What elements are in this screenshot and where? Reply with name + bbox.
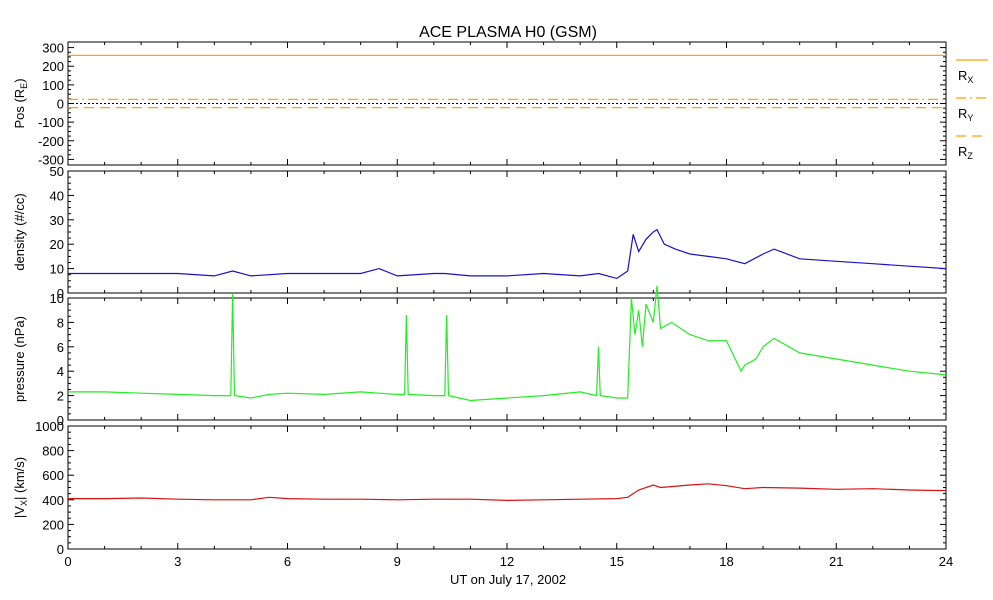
x-tick-label: 12 — [500, 554, 514, 569]
y-label-end: | (km/s) — [12, 457, 27, 500]
y-tick-label: 1000 — [35, 419, 64, 434]
legend-label-subscript: X — [967, 75, 973, 85]
y-axis-label: Pos (RE) — [12, 78, 29, 128]
x-tick-label: 15 — [610, 554, 624, 569]
y-label-text: pressure (nPa) — [12, 316, 27, 402]
y-tick-label: 300 — [42, 41, 64, 56]
y-tick-label: 2 — [57, 389, 64, 404]
y-tick-label: 10 — [50, 262, 64, 277]
series-line-density-0 — [68, 228, 947, 280]
y-tick-label: 30 — [50, 213, 64, 228]
panel-vx: 1000 800 600 400 200 0 |VX| (km/s) — [12, 419, 947, 557]
legend-label-text: R — [958, 144, 967, 159]
legend-label: RX — [958, 68, 973, 85]
chart-title: ACE PLASMA H0 (GSM) — [419, 24, 597, 41]
legend-label: RZ — [958, 144, 973, 161]
x-tick-label: 24 — [939, 554, 953, 569]
y-label-subscript: E — [19, 83, 29, 89]
legend-label: RY — [958, 106, 973, 123]
y-tick-label: 6 — [57, 340, 64, 355]
y-tick-label: -100 — [38, 115, 64, 130]
legend-label-subscript: Z — [967, 151, 973, 161]
y-tick-label: 100 — [42, 78, 64, 93]
y-tick-label: 0 — [57, 286, 64, 301]
y-tick-label: 0 — [57, 413, 64, 428]
y-tick-label: 10 — [50, 291, 64, 306]
series-line-pressure-0 — [68, 285, 947, 402]
panel-pressure: 10 8 6 4 2 0 pressure (nPa) — [12, 285, 947, 428]
y-tick-label: 40 — [50, 188, 64, 203]
panel-frame — [67, 297, 947, 421]
x-tick-label: 0 — [64, 554, 71, 569]
y-label-text: Pos (R — [12, 89, 27, 129]
legend-label-text: R — [958, 106, 967, 121]
y-label-text: |V — [12, 506, 27, 518]
y-label-subscript: X — [19, 500, 29, 506]
x-tick-label: 3 — [174, 554, 181, 569]
y-label-text: density (#/cc) — [12, 193, 27, 270]
legend-label-text: R — [958, 68, 967, 83]
y-tick-label: 20 — [50, 237, 64, 252]
y-axis-label: density (#/cc) — [12, 193, 27, 270]
y-tick-label: -300 — [38, 152, 64, 167]
y-tick-label: 8 — [57, 315, 64, 330]
y-tick-label: 0 — [57, 542, 64, 557]
y-tick-label: 800 — [42, 444, 64, 459]
x-tick-label: 18 — [719, 554, 733, 569]
y-axis-label: |VX| (km/s) — [12, 457, 29, 518]
x-tick-label: 9 — [394, 554, 401, 569]
y-tick-label: 600 — [42, 468, 64, 483]
y-axis-label: pressure (nPa) — [12, 316, 27, 402]
x-axis-label: UT on July 17, 2002 — [450, 572, 566, 587]
y-tick-label: 4 — [57, 364, 64, 379]
y-tick-label: 0 — [57, 97, 64, 112]
y-tick-label: -200 — [38, 134, 64, 149]
x-tick-label: 21 — [829, 554, 843, 569]
panel-frame — [67, 41, 947, 166]
y-tick-label: 50 — [50, 164, 64, 179]
y-tick-label: 200 — [42, 59, 64, 74]
y-tick-label: 400 — [42, 493, 64, 508]
legend-label-subscript: Y — [967, 113, 973, 123]
panel-density: 50 40 30 20 10 0 density (#/cc) — [12, 164, 947, 301]
y-label-end: ) — [12, 78, 27, 82]
series-line-vx-0 — [68, 483, 947, 502]
y-tick-label: 200 — [42, 517, 64, 532]
x-tick-label: 6 — [284, 554, 291, 569]
panel-frame — [67, 425, 947, 550]
